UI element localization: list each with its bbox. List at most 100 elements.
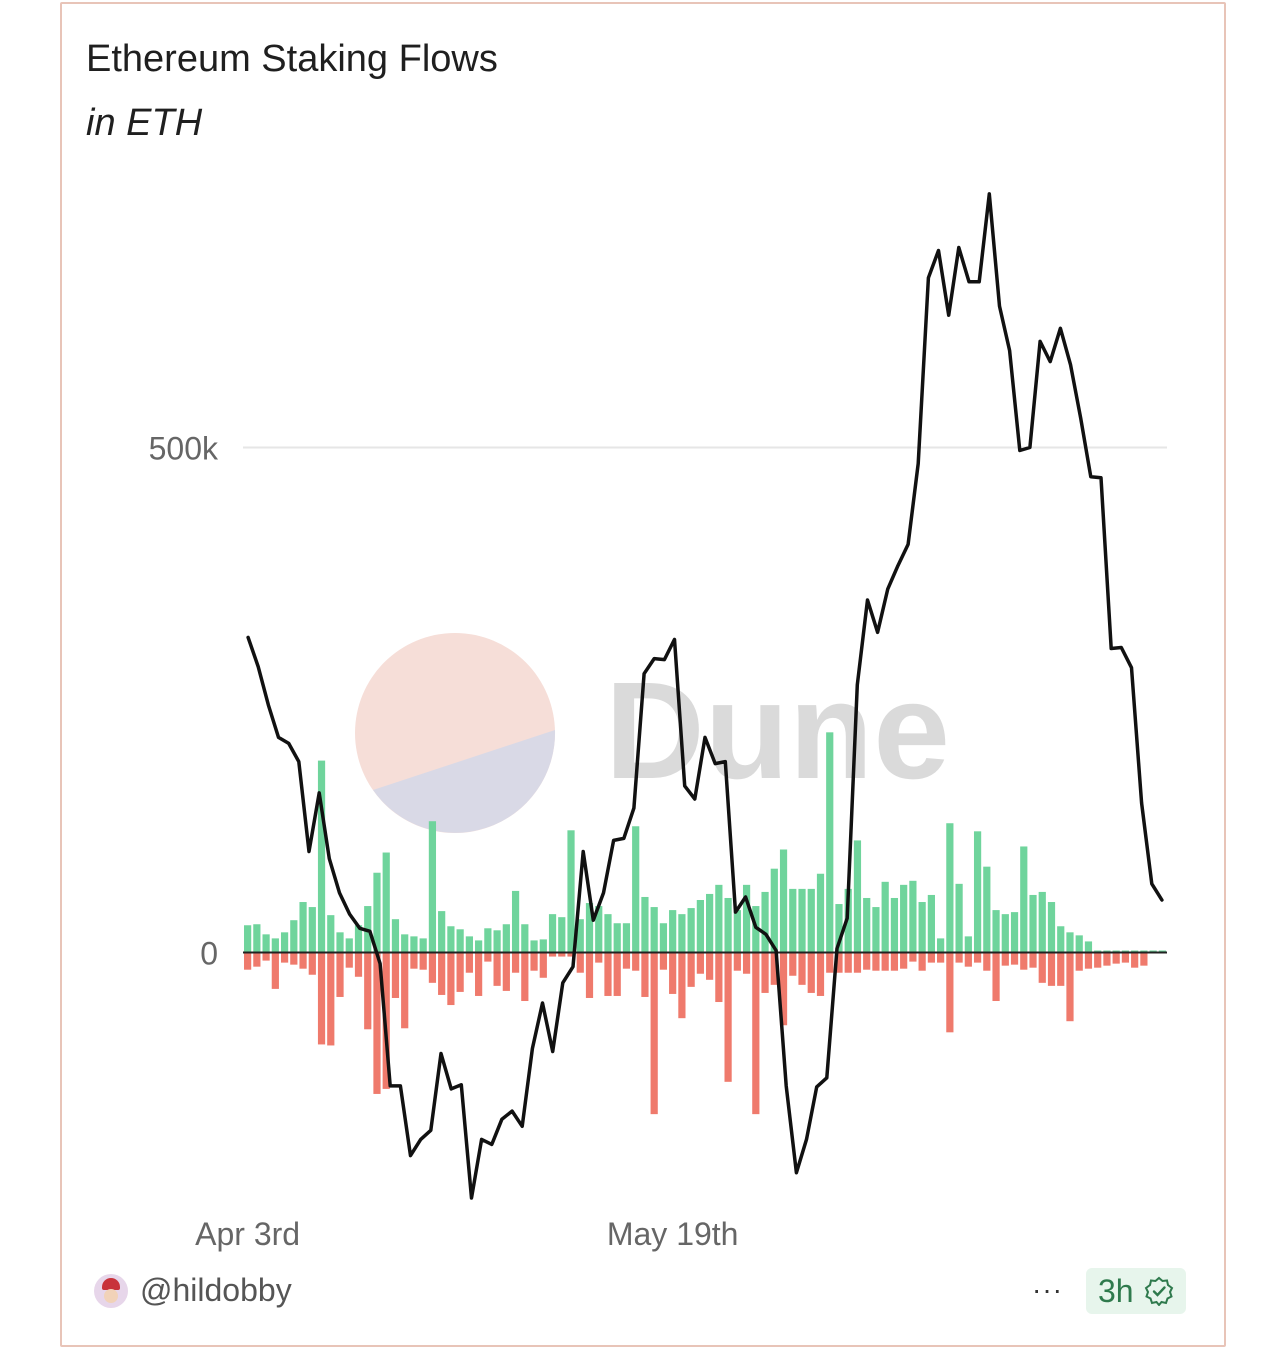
inflow-bar	[724, 897, 732, 953]
inflow-bar	[669, 910, 677, 953]
inflow-bar	[761, 891, 769, 953]
inflow-bar	[244, 925, 252, 953]
inflow-bar	[475, 940, 483, 953]
outflow-bar	[391, 952, 400, 998]
outflow-bar	[511, 952, 520, 973]
inflow-bar	[493, 930, 501, 953]
outflow-bar	[548, 952, 557, 957]
outflow-bar	[336, 952, 344, 997]
inflow-bar	[622, 923, 631, 953]
inflow-bar	[1075, 935, 1083, 953]
axis-layer: 0 500k Apr 3rd May 19th	[149, 430, 739, 1252]
outflow-bar	[317, 952, 326, 1045]
inflow-bar	[816, 873, 825, 953]
inflow-bar	[964, 936, 972, 953]
avatar	[94, 1273, 128, 1308]
outflow-bar	[539, 952, 547, 978]
author-link[interactable]: @hildobby	[94, 1272, 292, 1309]
outflow-bar	[1094, 952, 1102, 968]
outflow-bar	[493, 952, 501, 986]
outflow-bar	[290, 952, 298, 965]
inflow-bar	[835, 904, 843, 953]
x-tick-label: Apr 3rd	[195, 1216, 300, 1252]
outflow-bar	[1084, 952, 1093, 969]
outflow-bar	[327, 952, 335, 1046]
refresh-status-badge[interactable]: 3h	[1086, 1268, 1186, 1314]
outflow-bar	[410, 952, 418, 969]
outflow-bar	[807, 952, 815, 993]
outflow-bar	[724, 952, 732, 1082]
chart-title: Ethereum Staking Flows	[86, 38, 498, 80]
inflow-bar	[511, 890, 520, 953]
outflow-bar	[622, 952, 631, 969]
inflow-bar	[558, 917, 566, 953]
inflow-bar	[354, 925, 363, 953]
outflow-bar	[262, 952, 270, 961]
outflow-bar	[789, 952, 797, 976]
inflow-bar	[567, 830, 575, 953]
inflow-bar	[973, 831, 982, 953]
outflow-bar	[770, 952, 778, 985]
outflow-bar	[613, 952, 621, 996]
inflow-bar	[687, 908, 695, 953]
more-options-button[interactable]: ···	[1032, 1274, 1063, 1305]
inflow-bar	[336, 932, 344, 953]
inflow-bar	[1094, 950, 1102, 953]
inflow-bar	[742, 884, 751, 953]
outflow-bar	[816, 952, 825, 996]
inflow-bar	[576, 919, 584, 953]
inflow-bar	[844, 888, 852, 953]
inflow-bar	[863, 897, 871, 953]
outflow-bar	[1140, 952, 1148, 966]
outflow-bar	[1057, 952, 1065, 986]
inflow-bar	[548, 914, 557, 953]
inflow-bar	[438, 911, 446, 953]
inflow-bar	[456, 929, 464, 953]
outflow-bar	[881, 952, 889, 971]
outflow-bar	[1029, 952, 1037, 968]
outflow-bar	[779, 952, 788, 1026]
inflow-bar	[1121, 950, 1130, 953]
inflow-bar	[659, 923, 668, 953]
outflow-bar	[872, 952, 880, 971]
outflow-bar	[641, 952, 649, 997]
inflow-bar	[1158, 950, 1166, 953]
outflow-bar	[937, 952, 945, 963]
outflow-bar	[521, 952, 529, 1002]
inflow-bar	[595, 906, 603, 953]
inflow-bar	[992, 910, 1000, 953]
outflow-bar	[567, 952, 575, 957]
inflow-bar	[1103, 950, 1111, 953]
inflow-bar	[484, 928, 492, 953]
inflow-bar	[798, 888, 806, 953]
inflow-bar	[262, 934, 270, 953]
inflow-bar	[410, 936, 418, 953]
inflow-bar	[1084, 941, 1093, 953]
outflow-bar	[650, 952, 658, 1115]
outflow-bar	[890, 952, 899, 971]
inflow-bar	[502, 924, 510, 953]
inflow-bar	[539, 939, 547, 953]
dune-watermark-text: Dune	[605, 654, 950, 808]
inflow-bar	[650, 907, 658, 953]
x-tick-label: May 19th	[607, 1216, 739, 1252]
inflow-bar	[428, 821, 437, 953]
inflow-bar	[826, 732, 834, 953]
outflow-bar	[973, 952, 982, 963]
inflow-bar	[280, 932, 289, 953]
inflow-bar	[1047, 902, 1056, 953]
inflow-bar	[918, 902, 926, 953]
inflow-bar	[1010, 912, 1019, 953]
outflow-bar	[1047, 952, 1056, 986]
outflow-bar	[964, 952, 972, 967]
outflow-bar	[742, 952, 751, 974]
outflow-bar	[456, 952, 464, 992]
line-layer	[246, 192, 1164, 1200]
outflow-bar	[798, 952, 806, 985]
outflow-bar	[1020, 952, 1028, 970]
net-flow-line	[246, 192, 1164, 1200]
outflow-bar	[632, 952, 640, 971]
outflow-bar	[558, 952, 566, 957]
outflow-bar	[585, 952, 594, 998]
